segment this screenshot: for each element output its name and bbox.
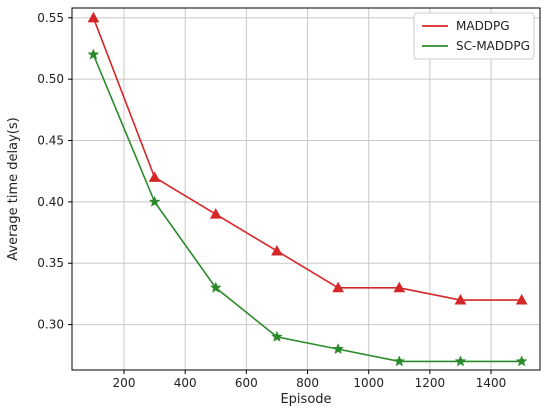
data-point bbox=[332, 281, 344, 293]
y-axis-label: Average time delay(s) bbox=[6, 117, 21, 260]
data-point bbox=[209, 281, 222, 293]
data-point bbox=[209, 208, 222, 219]
y-tick-label: 0.55 bbox=[37, 11, 64, 25]
x-axis-label: Episode bbox=[280, 392, 331, 407]
grid-lines bbox=[72, 8, 540, 370]
data-point bbox=[515, 294, 528, 305]
x-tick-label: 1000 bbox=[353, 376, 384, 390]
data-point bbox=[454, 355, 467, 367]
data-point bbox=[87, 48, 100, 60]
data-point bbox=[87, 11, 100, 23]
y-tick-label: 0.40 bbox=[37, 195, 64, 209]
series-line bbox=[92, 54, 522, 363]
data-point bbox=[515, 355, 528, 367]
series-maddpg bbox=[87, 11, 528, 305]
data-point bbox=[393, 281, 406, 293]
plot-frame bbox=[71, 7, 541, 371]
series-line bbox=[92, 17, 522, 301]
y-tick-label: 0.45 bbox=[37, 134, 64, 148]
x-tick-label: 1200 bbox=[415, 376, 446, 390]
series-sc-maddpg bbox=[87, 48, 528, 367]
data-point bbox=[454, 294, 467, 305]
series-layer bbox=[87, 11, 528, 367]
y-tick-label: 0.35 bbox=[37, 256, 64, 270]
axis-ticks: 200 400 600 800 1000 1200 1400 0.30 0.35 0.40 0.45… bbox=[37, 11, 506, 390]
x-tick-label: 1400 bbox=[476, 376, 507, 390]
data-point bbox=[271, 244, 283, 256]
data-point bbox=[271, 330, 283, 342]
data-point bbox=[148, 195, 161, 207]
x-tick-label: 600 bbox=[235, 376, 258, 390]
y-tick-label: 0.50 bbox=[37, 72, 64, 86]
x-tick-label: 200 bbox=[113, 376, 136, 390]
y-tick-label: 0.30 bbox=[37, 318, 64, 332]
data-point bbox=[393, 355, 406, 367]
legend-box bbox=[413, 12, 535, 60]
legend-label: MADDPG bbox=[456, 19, 510, 33]
x-tick-label: 800 bbox=[296, 376, 319, 390]
x-tick-label: 400 bbox=[174, 376, 197, 390]
data-point bbox=[332, 342, 344, 355]
legend-label: SC-MADDPG bbox=[456, 39, 530, 53]
data-point bbox=[148, 171, 161, 182]
legend: MADDPG SC-MADDPG bbox=[413, 12, 535, 60]
